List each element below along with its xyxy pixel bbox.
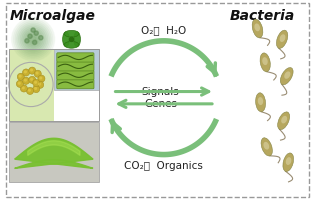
Circle shape [24,70,27,73]
Circle shape [16,80,23,87]
Circle shape [22,86,25,89]
Circle shape [20,26,46,52]
Ellipse shape [64,41,79,48]
FancyBboxPatch shape [54,49,99,90]
Ellipse shape [284,71,290,79]
Circle shape [28,89,31,92]
Circle shape [19,75,22,78]
Circle shape [28,34,32,38]
Ellipse shape [280,34,285,42]
Circle shape [39,76,42,80]
Circle shape [39,36,43,40]
Circle shape [25,31,41,47]
Text: Microalgae: Microalgae [10,9,96,23]
Ellipse shape [74,32,80,47]
Ellipse shape [258,97,263,105]
FancyBboxPatch shape [57,62,94,71]
Ellipse shape [278,112,290,130]
Circle shape [22,77,30,84]
Text: Bacteria: Bacteria [230,9,295,23]
Circle shape [18,24,48,54]
Ellipse shape [286,157,291,165]
Text: CO₂，  Organics: CO₂， Organics [124,161,203,171]
Circle shape [30,36,36,42]
Ellipse shape [281,116,287,123]
Ellipse shape [252,19,263,38]
Circle shape [34,87,37,90]
Circle shape [38,83,41,86]
Circle shape [28,35,38,44]
Circle shape [17,23,50,56]
Circle shape [32,40,37,45]
Circle shape [34,70,41,77]
Ellipse shape [63,32,69,47]
Ellipse shape [260,53,270,72]
Polygon shape [28,141,80,155]
Polygon shape [15,138,93,168]
Ellipse shape [262,57,268,65]
Circle shape [34,31,38,35]
Ellipse shape [283,153,294,172]
Circle shape [23,30,43,49]
Circle shape [27,33,40,46]
Circle shape [36,72,39,75]
Ellipse shape [276,30,288,48]
Circle shape [34,81,37,84]
Circle shape [31,28,35,32]
Ellipse shape [261,138,272,156]
Ellipse shape [280,68,293,85]
Text: Genes: Genes [144,99,177,109]
FancyBboxPatch shape [57,53,94,62]
Circle shape [17,73,24,80]
Circle shape [25,39,29,43]
FancyBboxPatch shape [57,80,94,89]
Circle shape [12,18,55,61]
Circle shape [37,81,44,88]
Circle shape [13,19,53,59]
Circle shape [33,79,40,86]
FancyBboxPatch shape [8,49,54,121]
Circle shape [33,86,40,93]
Circle shape [29,67,36,74]
Circle shape [30,78,33,81]
Circle shape [22,69,30,76]
Circle shape [18,82,21,85]
Ellipse shape [263,142,269,150]
Ellipse shape [64,30,79,37]
Ellipse shape [254,23,260,31]
Circle shape [24,79,27,82]
FancyBboxPatch shape [8,122,99,182]
Circle shape [69,37,74,41]
Circle shape [20,85,27,92]
Circle shape [22,28,45,51]
Text: Signals: Signals [142,87,180,97]
Circle shape [27,87,34,94]
Text: O₂，  H₂O: O₂， H₂O [141,25,186,35]
Circle shape [29,76,36,83]
Circle shape [38,75,45,82]
Ellipse shape [256,93,266,112]
Circle shape [30,68,33,72]
Circle shape [15,21,51,57]
FancyBboxPatch shape [57,71,94,80]
